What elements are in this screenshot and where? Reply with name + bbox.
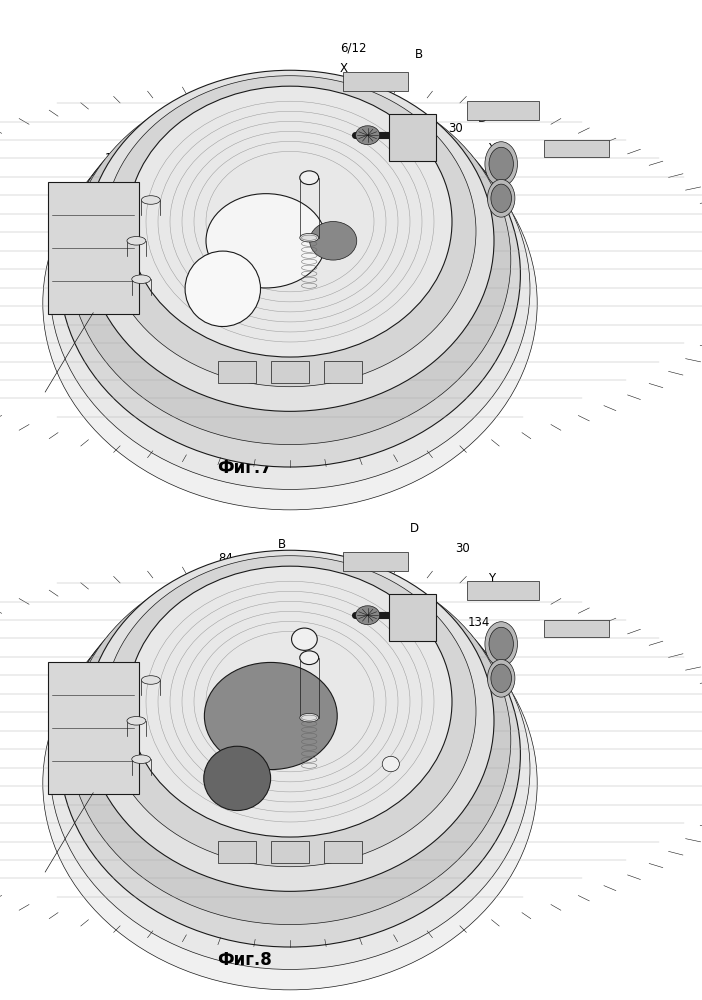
Ellipse shape	[43, 97, 537, 510]
Text: B: B	[415, 48, 423, 62]
FancyBboxPatch shape	[48, 662, 139, 794]
Ellipse shape	[489, 627, 513, 661]
Text: 118: 118	[458, 642, 480, 654]
FancyBboxPatch shape	[271, 361, 309, 383]
Ellipse shape	[291, 628, 317, 650]
Text: 88: 88	[152, 332, 167, 344]
Text: 134: 134	[305, 752, 327, 764]
Ellipse shape	[206, 194, 326, 288]
Text: 108: 108	[62, 282, 84, 294]
FancyBboxPatch shape	[218, 841, 256, 863]
Ellipse shape	[141, 196, 160, 204]
Ellipse shape	[489, 147, 513, 181]
Ellipse shape	[491, 664, 512, 692]
FancyBboxPatch shape	[343, 552, 408, 571]
Ellipse shape	[485, 622, 517, 666]
Text: 54: 54	[105, 318, 120, 332]
Text: 134: 134	[468, 615, 491, 629]
Text: 134: 134	[285, 352, 307, 364]
Ellipse shape	[86, 70, 494, 411]
FancyBboxPatch shape	[343, 72, 408, 91]
Text: 128: 128	[472, 248, 494, 261]
Text: 86: 86	[195, 744, 210, 756]
FancyBboxPatch shape	[48, 182, 139, 314]
Text: 80: 80	[218, 346, 233, 359]
Text: 48: 48	[440, 672, 455, 684]
Ellipse shape	[104, 76, 476, 387]
Ellipse shape	[356, 606, 380, 625]
Ellipse shape	[127, 237, 146, 245]
Text: C: C	[137, 728, 145, 742]
Text: 64: 64	[200, 111, 215, 124]
FancyBboxPatch shape	[389, 594, 436, 641]
Text: B: B	[278, 538, 286, 552]
Ellipse shape	[104, 556, 476, 867]
Ellipse shape	[204, 662, 337, 770]
FancyBboxPatch shape	[467, 101, 538, 120]
Ellipse shape	[491, 184, 512, 212]
Ellipse shape	[185, 251, 260, 327]
Ellipse shape	[128, 86, 452, 357]
Text: 134: 134	[468, 212, 491, 225]
Ellipse shape	[204, 746, 271, 811]
FancyBboxPatch shape	[389, 114, 436, 161]
Text: 22: 22	[275, 89, 290, 102]
FancyBboxPatch shape	[218, 361, 256, 383]
FancyBboxPatch shape	[271, 841, 309, 863]
Ellipse shape	[69, 75, 511, 445]
Ellipse shape	[300, 651, 319, 665]
Text: A: A	[88, 182, 96, 194]
Ellipse shape	[132, 275, 151, 283]
Text: 118: 118	[338, 352, 360, 364]
Text: Y: Y	[488, 141, 495, 154]
Text: 30: 30	[455, 542, 470, 554]
Ellipse shape	[141, 676, 160, 684]
Text: Фиг.8: Фиг.8	[218, 951, 272, 969]
Text: X: X	[340, 62, 348, 75]
Ellipse shape	[127, 717, 146, 725]
Text: 126: 126	[472, 232, 494, 244]
Text: D: D	[478, 111, 487, 124]
Text: D: D	[410, 522, 419, 534]
Ellipse shape	[382, 756, 399, 772]
FancyBboxPatch shape	[324, 841, 362, 863]
Text: 128: 128	[252, 748, 274, 762]
Ellipse shape	[487, 659, 515, 697]
Ellipse shape	[60, 562, 520, 947]
FancyBboxPatch shape	[324, 361, 362, 383]
Ellipse shape	[128, 566, 452, 837]
Ellipse shape	[60, 82, 520, 467]
Text: 48.3: 48.3	[460, 271, 486, 284]
Ellipse shape	[300, 171, 319, 185]
Text: 48: 48	[410, 332, 425, 344]
Ellipse shape	[300, 713, 319, 722]
Ellipse shape	[43, 577, 537, 990]
Ellipse shape	[310, 222, 357, 260]
Ellipse shape	[300, 233, 319, 242]
Text: 132: 132	[432, 302, 454, 314]
Text: 132: 132	[428, 702, 451, 714]
Text: 108: 108	[72, 704, 94, 716]
Text: 6/12: 6/12	[340, 41, 366, 54]
Text: 126: 126	[395, 732, 418, 744]
FancyBboxPatch shape	[544, 140, 609, 157]
Ellipse shape	[50, 88, 530, 489]
Ellipse shape	[50, 568, 530, 969]
Ellipse shape	[356, 126, 380, 145]
Text: 30: 30	[448, 121, 463, 134]
FancyBboxPatch shape	[467, 581, 538, 600]
Ellipse shape	[485, 142, 517, 186]
Ellipse shape	[487, 179, 515, 217]
Ellipse shape	[132, 755, 151, 763]
FancyBboxPatch shape	[544, 620, 609, 637]
Text: 18: 18	[105, 151, 120, 164]
Text: C: C	[188, 342, 197, 355]
Text: Y: Y	[488, 572, 495, 584]
Text: Фиг.7: Фиг.7	[218, 459, 272, 477]
Text: 84: 84	[218, 552, 233, 564]
Ellipse shape	[69, 555, 511, 925]
Ellipse shape	[86, 550, 494, 891]
